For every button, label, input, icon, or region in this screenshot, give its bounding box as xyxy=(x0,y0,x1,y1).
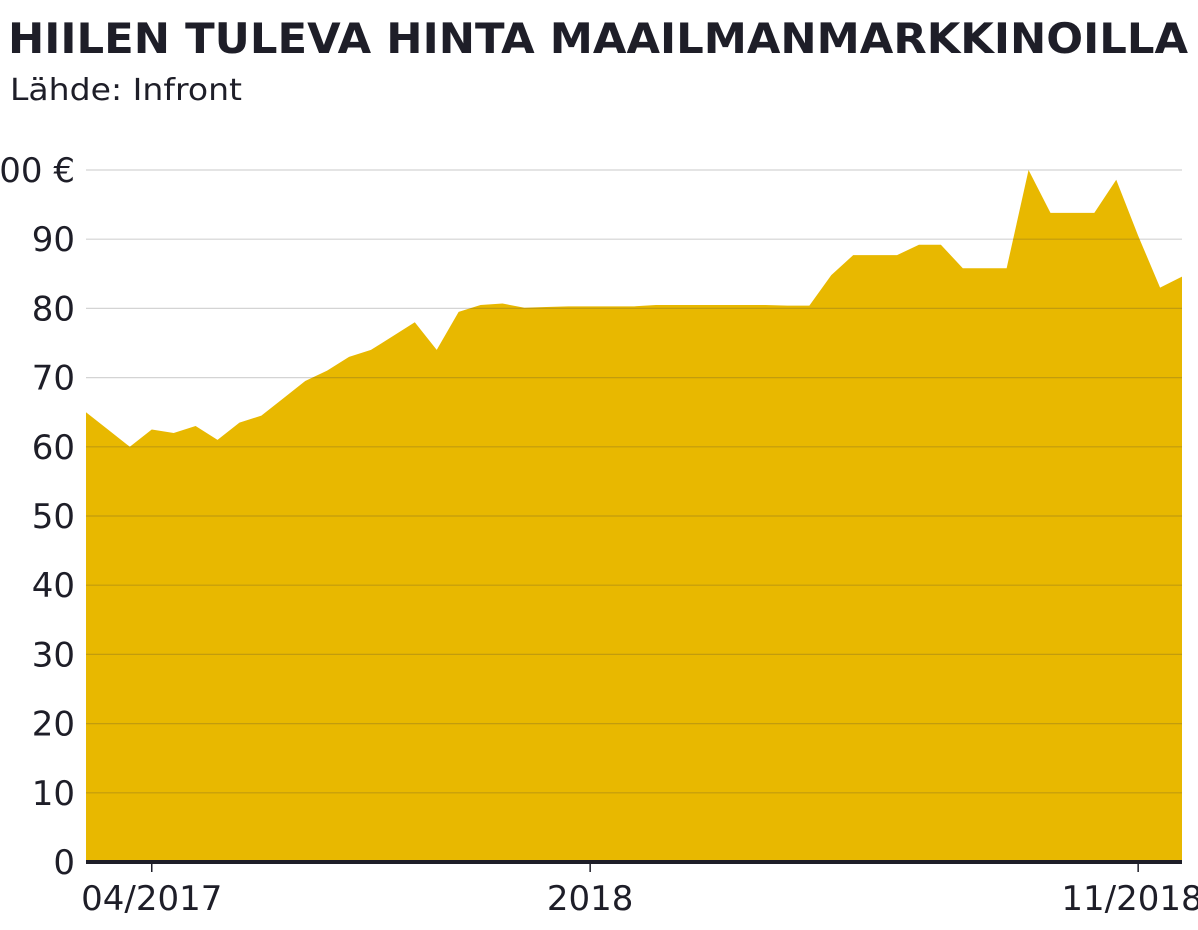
y-tick-label: 50 xyxy=(32,497,75,537)
y-tick-label: 10 xyxy=(32,774,75,814)
y-tick-label: 0 xyxy=(53,843,75,883)
x-tick-label: 11/2018 xyxy=(1061,879,1198,919)
y-tick-label: 60 xyxy=(32,428,75,468)
y-tick-label: 90 xyxy=(32,220,75,260)
y-tick-label: 30 xyxy=(32,635,75,675)
y-tick-label: 40 xyxy=(32,566,75,606)
x-tick-label: 04/2017 xyxy=(81,879,222,919)
y-tick-label: 80 xyxy=(32,289,75,329)
chart-title: HIILEN TULEVA HINTA MAAILMANMARKKINOILLA xyxy=(8,14,1189,63)
chart-subtitle: Lähde: Infront xyxy=(10,73,242,108)
y-tick-label: 20 xyxy=(32,705,75,745)
area xyxy=(86,170,1182,862)
y-tick-label: 100 € xyxy=(0,151,75,191)
x-tick-label: 2018 xyxy=(547,879,634,919)
y-tick-label: 70 xyxy=(32,359,75,399)
